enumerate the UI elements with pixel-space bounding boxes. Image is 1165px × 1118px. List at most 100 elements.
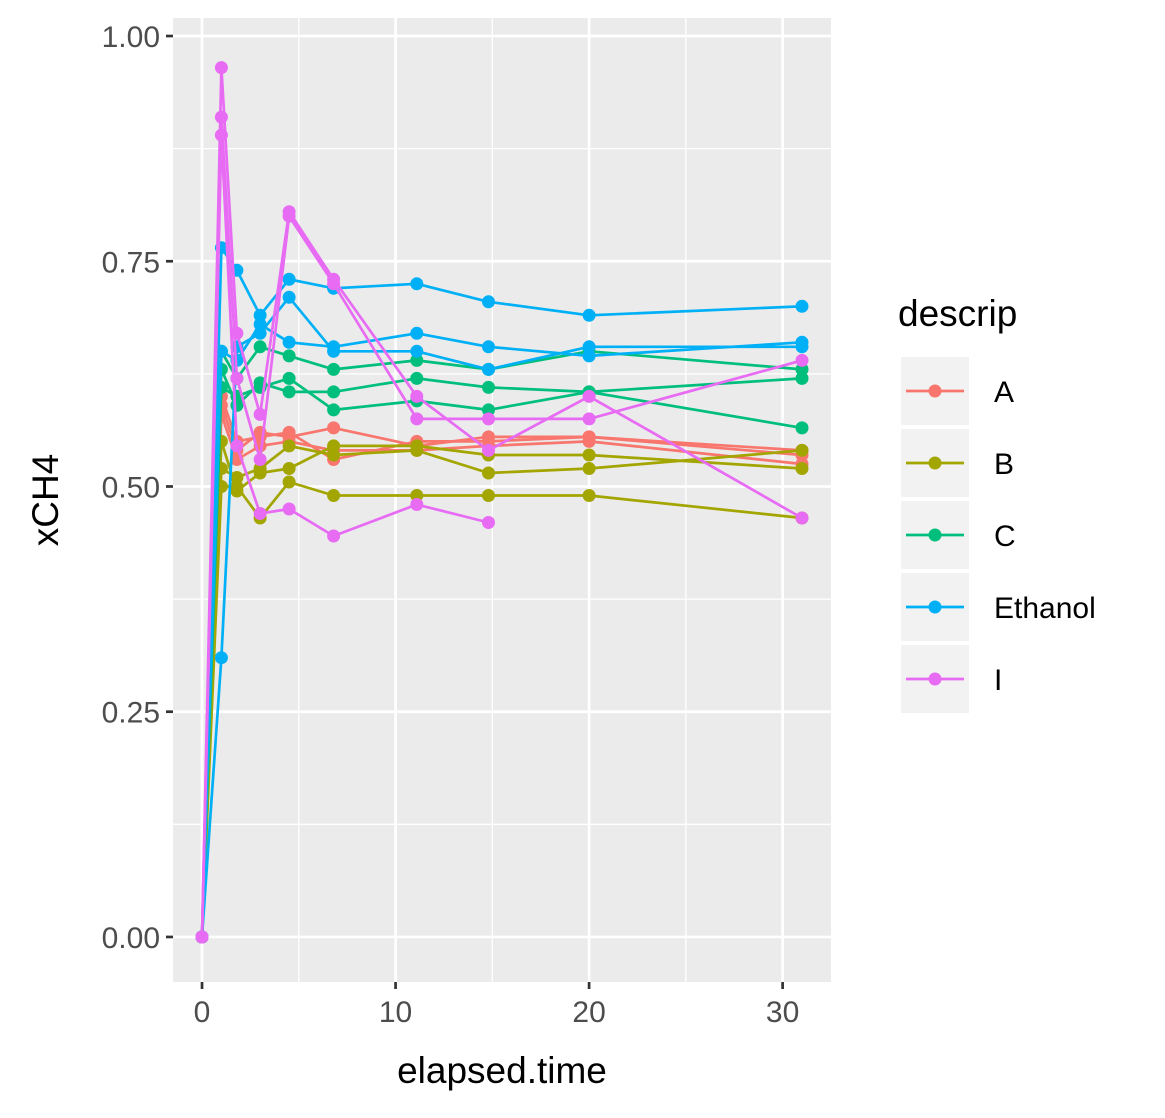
legend-key-a: A xyxy=(901,357,1014,425)
data-point-i xyxy=(482,443,495,457)
data-point-ethanol xyxy=(282,290,296,304)
data-point-c xyxy=(327,385,341,399)
x-axis-title: elapsed.time xyxy=(397,1050,607,1091)
data-point-ethanol xyxy=(253,326,267,340)
data-point-i xyxy=(214,110,228,124)
data-point-i xyxy=(282,502,296,516)
data-point-b xyxy=(327,489,341,502)
data-point-i xyxy=(230,371,244,385)
data-point-c xyxy=(327,362,341,376)
data-point-ethanol xyxy=(582,340,596,354)
y-tick-label: 0.75 xyxy=(102,246,160,279)
legend: descrip A B C Ethanol I xyxy=(898,293,1096,713)
data-point-ethanol xyxy=(253,317,267,331)
y-tick-label: 0.25 xyxy=(102,697,160,730)
legend-key-c: C xyxy=(901,501,1016,569)
series-line-c xyxy=(200,377,803,938)
data-point-i xyxy=(253,407,267,421)
data-point-c xyxy=(282,385,296,399)
data-point-c xyxy=(482,403,495,417)
data-point-b xyxy=(795,462,809,475)
legend-label-a: A xyxy=(994,376,1014,409)
data-point-b xyxy=(327,439,341,453)
legend-label-b: B xyxy=(994,448,1014,481)
series-line-a xyxy=(200,404,803,938)
data-point-ethanol xyxy=(582,308,596,322)
data-point-b xyxy=(582,489,596,502)
data-point-b xyxy=(230,484,244,498)
data-point-i xyxy=(582,389,596,403)
data-point-ethanol xyxy=(482,295,495,309)
data-point-ethanol xyxy=(582,349,596,363)
data-point-ethanol xyxy=(795,299,809,313)
data-point-ethanol xyxy=(327,340,341,354)
data-point-b xyxy=(582,448,596,462)
data-point-ethanol xyxy=(410,277,424,291)
series-line-a xyxy=(200,413,803,938)
series-line-b xyxy=(200,444,803,938)
data-point-i xyxy=(795,353,809,367)
series-b xyxy=(195,434,809,944)
data-point-i xyxy=(195,930,209,944)
data-point-i xyxy=(230,326,244,340)
data-point-b xyxy=(282,475,296,489)
data-point-c xyxy=(795,362,809,376)
series-line-ethanol xyxy=(200,295,802,938)
data-point-i xyxy=(582,412,596,426)
y-tick-label: 0.00 xyxy=(102,922,160,955)
data-point-b xyxy=(482,489,495,502)
y-tick-label: 0.50 xyxy=(102,471,160,504)
data-point-b xyxy=(282,462,296,475)
data-point-b xyxy=(482,466,495,480)
data-point-ethanol xyxy=(410,326,424,340)
legend-key-point xyxy=(928,384,942,398)
data-point-ethanol xyxy=(482,362,495,376)
data-point-ethanol xyxy=(482,340,495,354)
data-point-c xyxy=(795,421,809,435)
data-point-i xyxy=(410,389,424,403)
data-point-a xyxy=(327,421,341,435)
data-point-ethanol xyxy=(214,344,228,358)
data-point-ethanol xyxy=(282,335,296,349)
data-point-ethanol xyxy=(214,651,228,665)
series-layer xyxy=(195,61,809,944)
data-point-i xyxy=(795,511,809,525)
data-point-b xyxy=(795,443,809,457)
x-tick-label: 0 xyxy=(194,996,211,1029)
data-point-ethanol xyxy=(253,308,267,322)
legend-key-i: I xyxy=(901,645,1002,713)
data-point-c xyxy=(482,380,495,394)
data-point-ethanol xyxy=(795,335,809,349)
data-point-b xyxy=(230,471,244,484)
data-point-i xyxy=(253,453,267,466)
series-line-i xyxy=(200,115,803,938)
data-point-c xyxy=(282,371,296,385)
data-point-b xyxy=(253,462,267,475)
data-point-ethanol xyxy=(282,272,296,286)
legend-key-point xyxy=(928,600,942,614)
series-line-i xyxy=(200,66,803,938)
data-point-i xyxy=(230,439,244,453)
y-axis: 0.00 0.25 0.50 0.75 1.00 xyxy=(102,21,173,955)
series-line-ethanol xyxy=(200,322,803,938)
series-i xyxy=(195,61,809,944)
data-point-b xyxy=(410,489,424,502)
data-point-i xyxy=(282,209,296,223)
data-point-a xyxy=(482,430,495,444)
panel-background xyxy=(173,18,831,982)
series-line-c xyxy=(200,345,803,938)
legend-key-b: B xyxy=(901,429,1014,497)
legend-label-c: C xyxy=(994,520,1016,553)
legend-label-i: I xyxy=(994,664,1002,697)
legend-key-point xyxy=(928,672,942,686)
data-point-i xyxy=(482,516,495,529)
data-point-b xyxy=(282,439,296,453)
y-tick-label: 1.00 xyxy=(102,21,160,54)
x-tick-label: 10 xyxy=(379,996,412,1029)
data-point-i xyxy=(214,61,228,75)
data-point-i xyxy=(327,529,341,543)
data-point-i xyxy=(482,412,495,426)
x-axis: 0 10 20 30 xyxy=(194,982,799,1029)
series-line-c xyxy=(200,368,803,938)
